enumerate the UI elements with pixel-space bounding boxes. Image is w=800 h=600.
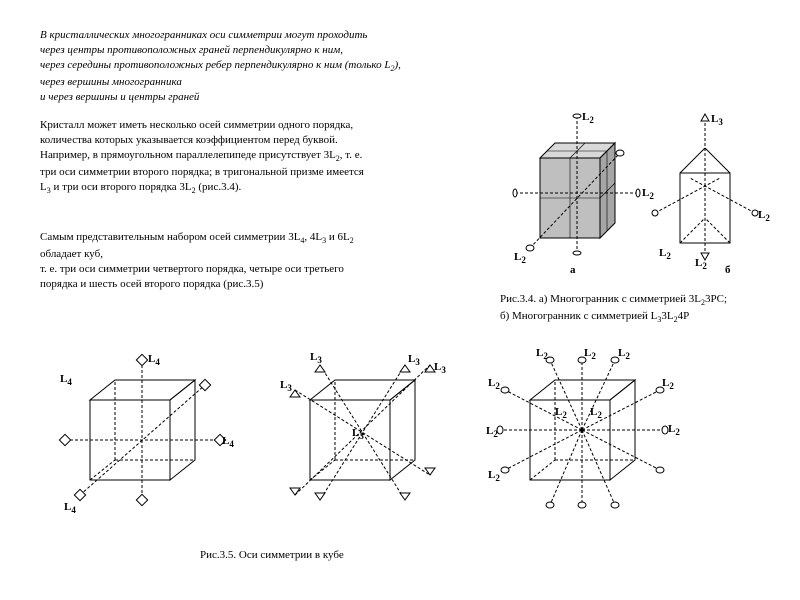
- svg-text:L4: L4: [60, 373, 72, 387]
- svg-text:L2: L2: [582, 111, 594, 125]
- para2: Самым представительным набором осей симм…: [40, 230, 460, 292]
- fig34-b-group: L3 L2 L2 L2: [652, 113, 770, 271]
- cap34-l2: б) Многогранник с симметрией L33L24P: [500, 309, 770, 326]
- fig-3-4: L2 L2 L2 а L3 L2 L2 L2 б: [490, 108, 770, 278]
- intro-l3b: ),: [394, 59, 400, 71]
- svg-text:б: б: [725, 264, 731, 276]
- fig35-cube-l2: L2 L2 L2 L2 L2 L2 L2 L2 L2 L2: [486, 347, 680, 508]
- svg-text:L4: L4: [222, 435, 234, 449]
- p2l1b: , 4L: [304, 231, 322, 243]
- intro-l1: В кристаллических многогранниках оси сим…: [40, 28, 540, 43]
- p1l5b: и три оси второго порядка 3L: [51, 181, 192, 193]
- svg-text:а: а: [570, 264, 576, 276]
- intro-l3: через середины противоположных ребер пер…: [40, 58, 540, 75]
- para2-l3: т. е. три оси симметрии четвертого поряд…: [40, 262, 460, 277]
- svg-text:L2: L2: [662, 377, 674, 391]
- intro-text: В кристаллических многогранниках оси сим…: [40, 28, 540, 104]
- svg-text:L4: L4: [64, 501, 76, 515]
- svg-text:L2: L2: [642, 187, 654, 201]
- svg-text:L2: L2: [668, 423, 680, 437]
- para2-l4: порядка и шесть осей второго порядка (ри…: [40, 277, 460, 292]
- p1l5c: (рис.3.4).: [196, 181, 242, 193]
- intro-l4: через вершины многогранника: [40, 75, 540, 90]
- svg-text:L2: L2: [488, 377, 500, 391]
- c34l1a: Рис.3.4. а) Многогранник с симметрией 3L: [500, 293, 701, 305]
- intro-l5: и через вершины и центры граней: [40, 90, 540, 105]
- p2l1c: и 6L: [326, 231, 350, 243]
- p1l3a: Например, в прямоугольном параллелепипед…: [40, 149, 336, 161]
- para2-l1: Самым представительным набором осей симм…: [40, 230, 460, 247]
- svg-text:L3: L3: [310, 351, 322, 365]
- c34l2c: 4P: [678, 310, 690, 322]
- fig35-cube-l3: L3 L3 L3 L3 L3: [280, 351, 446, 500]
- p1l3b: , т. е.: [340, 149, 363, 161]
- svg-text:L2: L2: [758, 209, 770, 223]
- svg-text:L3: L3: [408, 353, 420, 367]
- svg-text:L3: L3: [711, 113, 723, 127]
- svg-text:L2: L2: [486, 425, 498, 439]
- para1: Кристалл может иметь несколько осей симм…: [40, 118, 460, 197]
- para1-l2: количества которых указывается коэффицие…: [40, 133, 460, 148]
- p2l1s3: 2: [350, 236, 354, 245]
- svg-text:L2: L2: [584, 347, 596, 361]
- c34l2a: б) Многогранник с симметрией L: [500, 310, 657, 322]
- svg-text:L2: L2: [659, 247, 671, 261]
- svg-text:L2: L2: [590, 406, 602, 420]
- c34l2b: 3L: [661, 310, 673, 322]
- cap35-text: Рис.3.5. Оси симметрии в кубе: [200, 549, 344, 561]
- svg-text:L3: L3: [280, 379, 292, 393]
- svg-text:L2: L2: [618, 347, 630, 361]
- svg-text:L2: L2: [536, 347, 548, 361]
- cap34-l1: Рис.3.4. а) Многогранник с симметрией 3L…: [500, 292, 770, 309]
- svg-text:L4: L4: [148, 353, 160, 367]
- caption-3-5: Рис.3.5. Оси симметрии в кубе: [200, 548, 344, 563]
- c34l1b: 3PC;: [705, 293, 727, 305]
- svg-text:L2: L2: [514, 251, 526, 265]
- para1-l5: L3 и три оси второго порядка 3L2 (рис.3.…: [40, 180, 460, 197]
- fig-3-5: L4 L4 L4 L4 L3 L3 L3 L3 L3: [40, 340, 680, 530]
- para1-l1: Кристалл может иметь несколько осей симм…: [40, 118, 460, 133]
- para1-l4: три оси симметрии второго порядка; в три…: [40, 165, 460, 180]
- intro-l2: через центры противоположных граней перп…: [40, 43, 540, 58]
- caption-3-4: Рис.3.4. а) Многогранник с симметрией 3L…: [500, 292, 770, 326]
- fig34-a-group: L2 L2 L2: [513, 111, 654, 265]
- p1l5a: L: [40, 181, 47, 193]
- svg-text:L2: L2: [488, 469, 500, 483]
- svg-text:L3: L3: [434, 361, 446, 375]
- para1-l3: Например, в прямоугольном параллелепипед…: [40, 148, 460, 165]
- intro-l3a: через середины противоположных ребер пер…: [40, 59, 390, 71]
- svg-text:L3: L3: [352, 427, 364, 441]
- svg-text:L2: L2: [555, 406, 567, 420]
- fig35-cube-l4: L4 L4 L4 L4: [59, 353, 234, 515]
- para2-l2: обладает куб,: [40, 247, 460, 262]
- p2l1a: Самым представительным набором осей симм…: [40, 231, 300, 243]
